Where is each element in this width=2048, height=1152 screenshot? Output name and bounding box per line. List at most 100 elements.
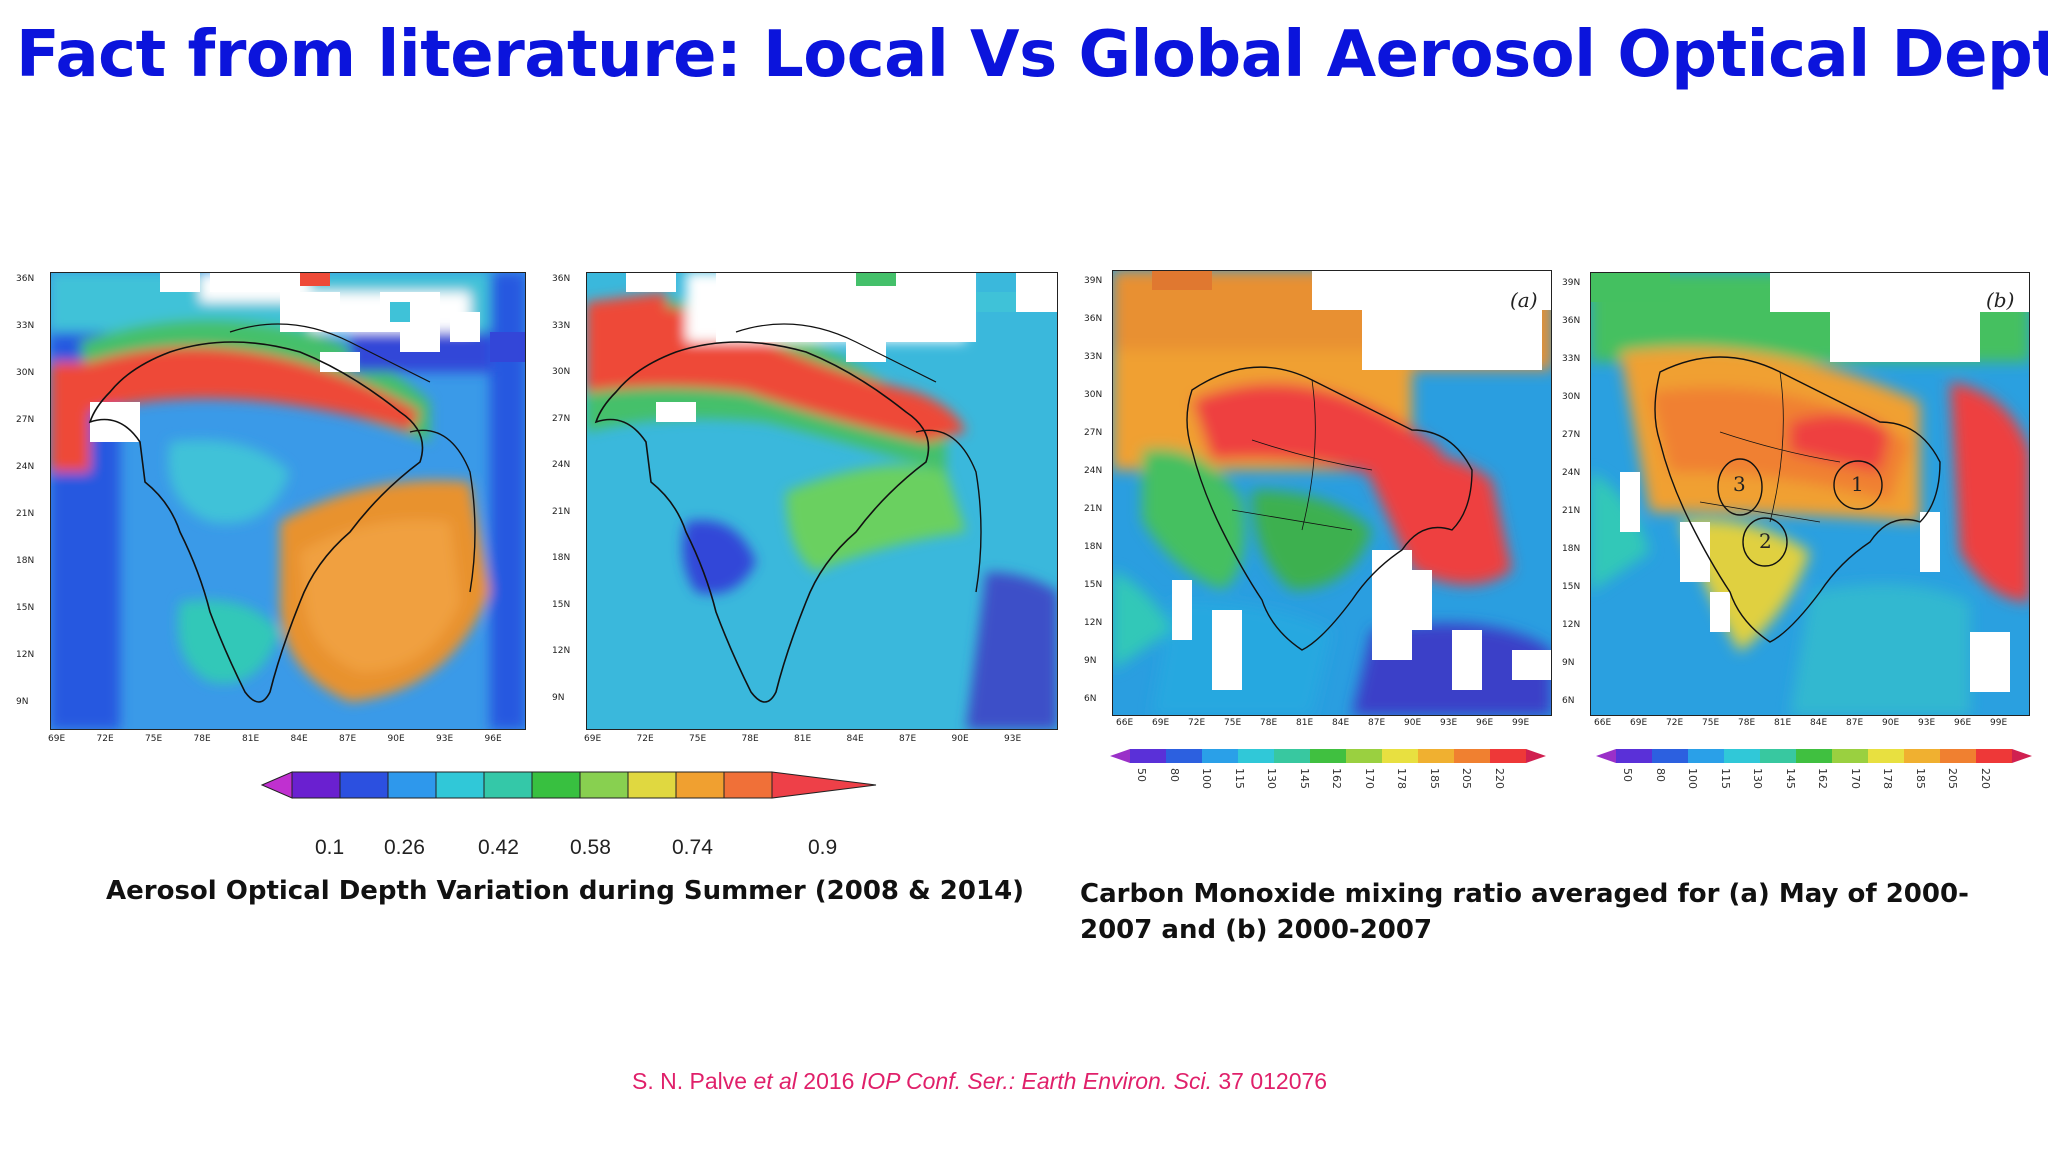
co-b-colorbar-label: 205 [1946,768,1959,789]
co-b-lon-tick: 93E [1918,718,1936,728]
aod-2008-lat-tick: 30N [16,368,35,378]
aod-2008-lat-tick: 36N [16,274,35,284]
co-a-lat-tick: 18N [1084,542,1103,552]
co-map-b [1590,272,2030,716]
aod-2014-lat-tick: 9N [552,692,565,703]
citation-authors: S. N. Palve [632,1068,754,1094]
co-colorbar-segment [1490,749,1526,763]
co-b-colorbar-label: 50 [1621,768,1634,782]
co-colorbar-segment [1724,749,1760,763]
co-a-colorbar-label: 178 [1395,768,1408,789]
co-a-lon-tick: 69E [1152,718,1170,728]
aod-2014-lon-tick: 75E [689,734,707,744]
co-b-lat-tick: 24N [1562,468,1581,478]
aod-map-2014 [586,272,1058,730]
co-b-colorbar-label: 220 [1978,768,1992,789]
co-b-lon-tick: 90E [1882,718,1900,728]
co-a-lon-tick: 75E [1224,718,1242,728]
co-colorbar-segment [1616,749,1652,763]
co-a-lon-tick: 90E [1404,718,1422,728]
co-colorbar-segment [1796,749,1832,763]
co-colorbar-segment [1868,749,1904,763]
co-colorbar-segment [1382,749,1418,763]
co-region-3-label: 3 [1733,472,1746,496]
co-colorbar-segment [1274,749,1310,763]
co-b-colorbar-label: 100 [1686,768,1699,789]
co-a-lat-tick: 9N [1084,656,1097,666]
co-colorbar-segment [1130,749,1166,763]
aod-2008-lat-tick: 24N [16,462,35,472]
co-a-colorbar-label: 220 [1492,768,1506,789]
co-a-lat-tick: 24N [1084,466,1103,476]
co-colorbar-segment [1454,749,1490,763]
aod-2014-lat-tick: 12N [552,646,571,656]
co-colorbar-segment [1238,749,1274,763]
co-a-colorbar-label: 205 [1460,768,1473,789]
co-b-lat-tick: 9N [1562,658,1575,668]
co-a-lat-tick: 27N [1084,428,1103,438]
co-b-lat-tick: 27N [1562,430,1581,440]
aod-2014-lon-tick: 81E [794,734,812,744]
co-b-lon-tick: 78E [1738,718,1756,728]
co-b-lat-tick: 33N [1562,354,1581,364]
aod-2008-lon-tick: 75E [145,734,163,744]
aod-2014-lon-tick: 87E [899,734,917,744]
aod-2014-lon-tick: 69E [584,734,602,744]
co-b-lat-tick: 15N [1562,582,1581,592]
co-colorbar-arrow-high [1526,749,1546,763]
aod-2008-lon-tick: 87E [339,734,357,744]
co-a-lon-tick: 81E [1296,718,1314,728]
co-a-lon-tick: 93E [1440,718,1458,728]
citation-volume: 37 012076 [1211,1068,1328,1094]
co-colorbar-segment [1940,749,1976,763]
co-b-colorbar-label: 80 [1653,768,1667,782]
aod-colorbar-label: 0.26 [384,836,425,859]
aod-2014-lon-tick: 93E [1004,734,1022,744]
co-a-colorbar-label: 130 [1265,768,1278,789]
co-colorbar-segment [1202,749,1238,763]
co-a-colorbar [1110,749,1546,763]
co-a-lon-tick: 99E [1512,718,1530,728]
aod-colorbar-label: 0.74 [672,836,713,859]
co-a-lat-tick: 33N [1084,352,1103,362]
co-map-a [1112,270,1552,716]
aod-2014-lon-tick: 84E [846,734,864,744]
aod-2008-lat-tick: 27N [16,415,35,425]
co-b-colorbar [1596,749,2032,763]
co-b-lat-tick: 36N [1562,316,1581,326]
citation-journal: IOP Conf. Ser.: Earth Environ. Sci. [860,1068,1212,1094]
citation: S. N. Palve et al 2016 IOP Conf. Ser.: E… [632,1068,1327,1095]
co-colorbar-segment [1976,749,2012,763]
aod-2008-lon-tick: 72E [96,734,114,744]
co-b-colorbar-label: 145 [1783,768,1797,789]
aod-2008-lat-tick: 12N [16,650,35,660]
aod-2008-lat-tick: 33N [16,321,35,331]
co-b-colorbar-label: 185 [1913,768,1927,789]
aod-2014-lon-tick: 78E [741,734,759,744]
co-a-lon-tick: 78E [1260,718,1278,728]
co-a-lat-tick: 36N [1084,314,1103,324]
aod-2008-lat-tick: 21N [16,509,35,519]
co-a-lat-tick: 21N [1084,504,1103,514]
aod-2014-lon-tick: 72E [636,734,654,744]
co-a-colorbar-label: 100 [1200,768,1213,789]
aod-map-2008 [50,272,526,730]
aod-colorbar-label: 0.58 [570,836,611,859]
co-a-colorbar-label: 115 [1232,768,1246,789]
co-colorbar-segment [1688,749,1724,763]
aod-2008-lat-tick: 9N [16,697,29,707]
co-colorbar-arrow-high [2012,749,2032,763]
aod-2014-lat-tick: 30N [552,367,571,377]
co-b-colorbar-label: 130 [1751,768,1764,789]
co-a-colorbar-label: 50 [1135,768,1148,782]
aod-2014-lat-tick: 15N [552,599,571,610]
co-b-lon-tick: 87E [1846,718,1864,728]
aod-2008-lat-tick: 15N [16,603,35,613]
co-panel-a-tag: (a) [1510,288,1538,312]
co-a-colorbar-label: 170 [1362,768,1376,789]
co-b-lon-tick: 69E [1630,718,1648,728]
co-colorbar-segment [1418,749,1454,763]
co-colorbar-segment [1652,749,1688,763]
co-region-2-label: 2 [1759,529,1772,553]
aod-colorbar-label: 0.9 [808,836,838,859]
